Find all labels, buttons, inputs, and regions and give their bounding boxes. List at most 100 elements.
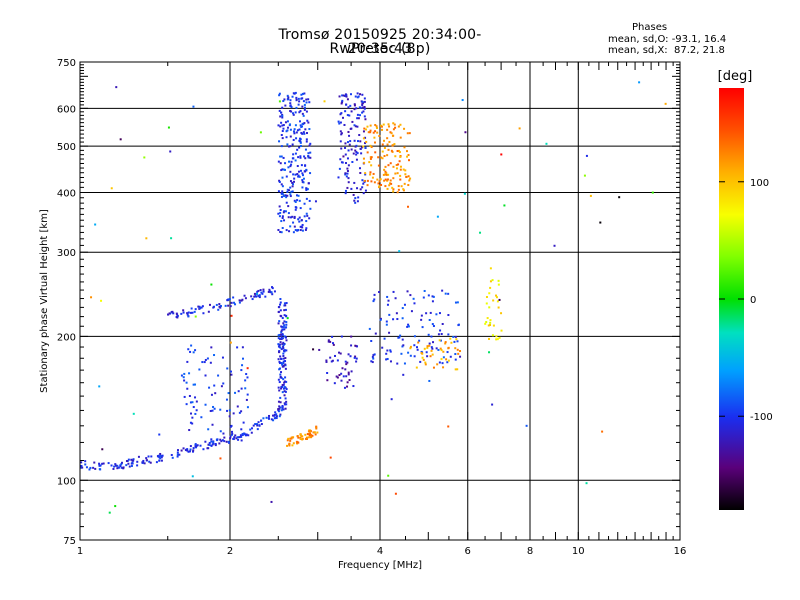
data-point — [112, 467, 115, 470]
data-point — [340, 379, 343, 382]
data-point — [292, 113, 295, 116]
data-point — [369, 129, 372, 132]
data-point — [286, 126, 289, 129]
data-point — [401, 338, 404, 341]
data-point — [128, 465, 131, 468]
data-point — [194, 308, 197, 311]
data-point — [454, 335, 457, 338]
data-point — [312, 348, 315, 351]
data-point — [447, 425, 450, 428]
data-point — [240, 435, 243, 438]
data-point — [280, 387, 283, 390]
data-point — [406, 155, 409, 158]
data-point — [444, 341, 447, 344]
data-point — [292, 221, 295, 224]
data-point — [456, 340, 459, 343]
data-point — [305, 187, 308, 190]
data-point — [268, 288, 271, 291]
data-point — [346, 361, 349, 364]
data-point — [255, 295, 258, 298]
data-point — [232, 437, 235, 440]
data-point — [346, 381, 349, 384]
data-point — [386, 349, 389, 352]
data-point — [189, 448, 192, 451]
data-point — [149, 461, 152, 464]
data-point — [209, 361, 212, 364]
data-point — [290, 190, 293, 193]
data-point — [293, 217, 296, 220]
colorbar-ticks: 100 0 -100 — [719, 178, 773, 423]
data-point — [375, 125, 378, 128]
data-point — [386, 143, 389, 146]
data-point — [206, 357, 209, 360]
data-point — [296, 165, 299, 168]
data-point — [236, 346, 239, 349]
data-point — [373, 293, 376, 296]
data-point — [301, 122, 304, 125]
data-point — [214, 443, 217, 446]
data-point — [344, 192, 347, 195]
data-point — [339, 352, 342, 355]
data-point — [444, 342, 447, 345]
data-point — [344, 110, 347, 113]
data-point — [132, 458, 135, 461]
data-point — [385, 320, 388, 323]
data-point — [330, 360, 333, 363]
data-point — [213, 354, 216, 357]
data-point — [363, 115, 366, 118]
data-point — [384, 173, 387, 176]
data-point — [456, 348, 459, 351]
data-point — [366, 184, 369, 187]
data-point — [127, 462, 130, 465]
data-point — [281, 317, 284, 320]
data-point — [280, 111, 283, 114]
data-point — [243, 432, 246, 435]
data-point — [341, 116, 344, 119]
data-point — [238, 301, 241, 304]
data-point — [304, 128, 307, 131]
data-point — [199, 307, 202, 310]
data-point — [120, 463, 123, 466]
data-point — [354, 197, 357, 200]
data-point — [271, 286, 274, 289]
data-point — [346, 385, 349, 388]
chart-subtitle: RwPretec (8p) — [329, 41, 431, 57]
data-point — [438, 339, 441, 342]
data-point — [158, 459, 161, 462]
data-point — [282, 100, 285, 103]
data-point — [282, 354, 285, 357]
data-point — [346, 141, 349, 144]
data-point — [374, 130, 377, 133]
data-point — [284, 403, 287, 406]
data-point — [223, 440, 226, 443]
data-point — [450, 341, 453, 344]
data-point — [280, 348, 283, 351]
data-point — [220, 440, 223, 443]
data-point — [424, 361, 427, 364]
data-point — [363, 106, 366, 109]
data-point — [265, 416, 268, 419]
data-point — [279, 155, 282, 158]
data-point — [447, 347, 450, 350]
data-point — [396, 362, 399, 365]
data-point — [428, 344, 431, 347]
data-point — [306, 188, 309, 191]
data-point — [489, 321, 492, 324]
data-point — [207, 443, 210, 446]
data-point — [283, 320, 286, 323]
data-point — [420, 314, 423, 317]
data-point — [385, 352, 388, 355]
data-point — [286, 190, 289, 193]
data-point — [415, 346, 418, 349]
data-point — [345, 95, 348, 98]
data-point — [380, 125, 383, 128]
data-point — [233, 436, 236, 439]
data-point — [278, 205, 281, 208]
data-point — [141, 461, 144, 464]
data-point — [383, 139, 386, 142]
data-point — [278, 368, 281, 371]
data-point — [277, 408, 280, 411]
data-point — [256, 292, 259, 295]
data-point — [298, 220, 301, 223]
data-point — [338, 95, 341, 98]
